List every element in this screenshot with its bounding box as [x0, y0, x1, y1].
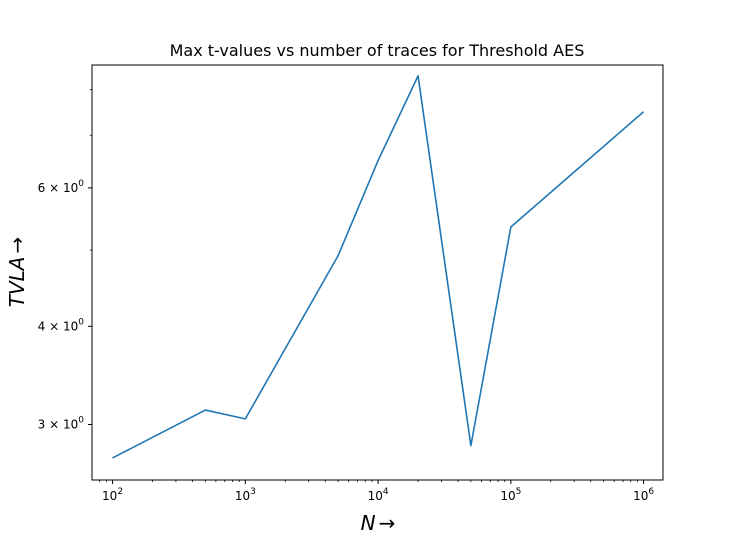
- x-axis-ticks: 102 103 104 105 106: [99, 480, 654, 503]
- y-axis-ticks: 3 × 100 4 × 100 6 × 100: [38, 89, 92, 432]
- x-axis-label-text: N: [361, 511, 376, 535]
- x-tick-label: 103: [235, 487, 256, 503]
- y-tick-label: 3 × 100: [38, 416, 85, 432]
- y-axis-label: TVLA →: [5, 237, 29, 308]
- x-axis-label-arrow: →: [379, 511, 396, 535]
- y-axis-label-text: TVLA: [5, 257, 29, 308]
- x-tick-label: 104: [368, 487, 389, 503]
- x-axis-label: N →: [361, 511, 396, 535]
- y-axis-label-arrow: →: [5, 237, 29, 254]
- x-tick-label: 105: [500, 487, 521, 503]
- plot-area-frame: [91, 64, 664, 481]
- y-tick-label: 4 × 100: [38, 317, 85, 333]
- x-tick-label: 106: [633, 487, 654, 503]
- series-layer: [112, 75, 645, 459]
- y-tick-label: 6 × 100: [38, 179, 85, 195]
- x-tick-label: 102: [102, 487, 123, 503]
- series-line: [112, 75, 645, 459]
- chart-title: Max t-values vs number of traces for Thr…: [170, 41, 585, 60]
